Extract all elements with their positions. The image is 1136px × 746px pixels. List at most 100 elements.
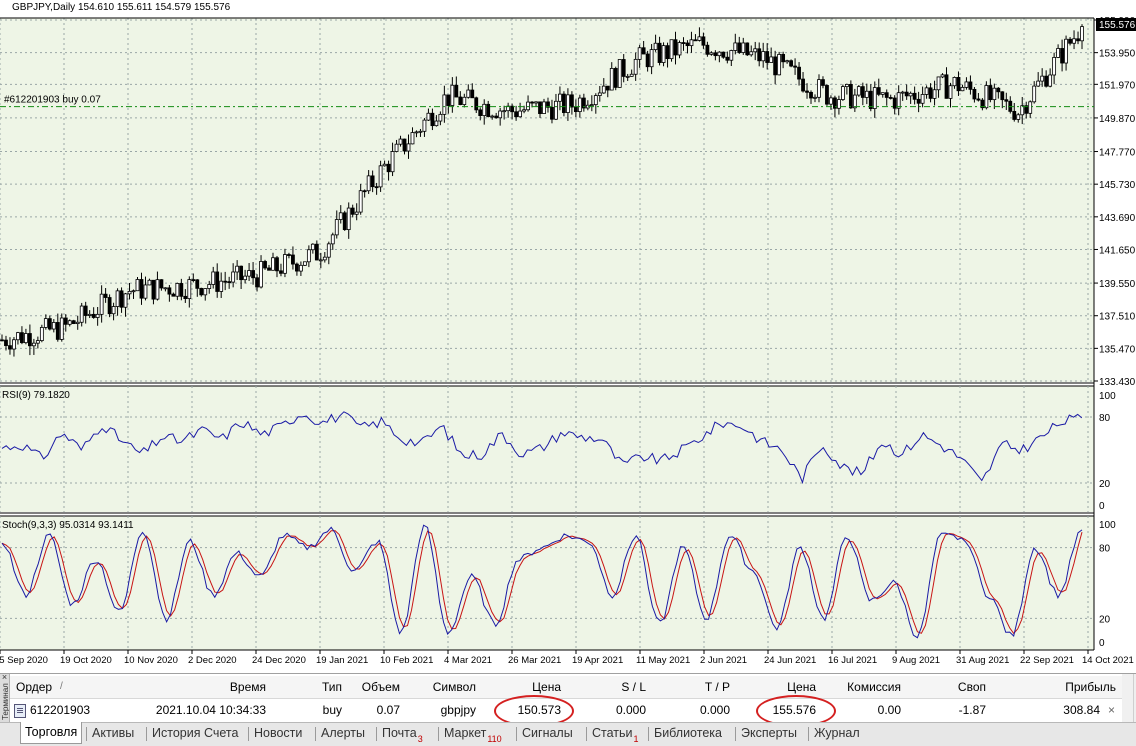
col-swap[interactable]: Своп: [957, 680, 986, 694]
candle-body: [1000, 91, 1005, 101]
date-tick-label: 11 May 2021: [636, 655, 690, 666]
rsi-indicator: [0, 386, 1094, 512]
col-volume[interactable]: Объем: [361, 680, 400, 694]
chart-canvas[interactable]: #612201903 buy 0.07 GBPJPY,Daily 154.610…: [0, 0, 1136, 673]
candle-body: [295, 263, 299, 272]
chart-window[interactable]: #612201903 buy 0.07 GBPJPY,Daily 154.610…: [0, 0, 1136, 673]
candle-body: [430, 112, 435, 127]
candle-body: [47, 318, 52, 330]
candle-body: [223, 280, 228, 283]
candle-body: [741, 42, 746, 53]
tab-7[interactable]: Маркет110: [440, 723, 506, 744]
tab-8[interactable]: Сигналы: [518, 723, 577, 744]
col-profit[interactable]: Прибыль: [1065, 680, 1116, 694]
candle-body: [71, 320, 76, 324]
tab-10[interactable]: Библиотека: [650, 723, 726, 744]
col-price-current[interactable]: Цена: [787, 680, 816, 694]
close-order-icon[interactable]: ×: [1108, 703, 1116, 717]
candle-body: [8, 345, 12, 350]
cell-tp: 0.000: [699, 703, 730, 717]
candle-body: [239, 265, 244, 281]
tab-separator: [86, 727, 87, 741]
candle-body: [641, 47, 646, 55]
tab-3[interactable]: История Счета: [148, 723, 242, 744]
tab-9[interactable]: Статьи1: [588, 723, 643, 744]
candle-body: [1048, 74, 1053, 87]
candle-body: [781, 54, 786, 63]
price-tick-label: 145.730: [1099, 180, 1136, 191]
candle-body: [1068, 38, 1072, 44]
candle-body: [852, 94, 857, 109]
candle-body: [928, 87, 933, 99]
vertical-scrollbar[interactable]: ▲ ▼: [1133, 674, 1136, 722]
candle-body: [924, 87, 929, 95]
col-commission[interactable]: Комиссия: [847, 680, 901, 694]
cell-sl: 0.000: [615, 703, 646, 717]
date-axis: 25 Sep 2020 19 Oct 2020 10 Nov 2020 2 Dec 2…: [0, 650, 1134, 666]
candle-body: [326, 243, 331, 258]
cell-symbol: gbpjpy: [440, 703, 476, 717]
stoch-tick-label: 0: [1099, 638, 1105, 649]
candle-body: [362, 190, 367, 193]
candle-body: [769, 56, 774, 63]
terminal-panel: × Терминал Ордер / Время Тип Объем Симво…: [0, 673, 1136, 746]
candle-body: [833, 97, 837, 109]
candle-body: [434, 120, 439, 127]
table-row[interactable]: 612201903 2021.10.04 10:34:33 buy 0.07 g…: [10, 695, 1122, 727]
candle-body: [860, 86, 865, 98]
candle-body: [390, 151, 395, 173]
candle-body: [562, 93, 566, 113]
candle-body: [378, 165, 383, 188]
candle-body: [438, 113, 443, 122]
col-order[interactable]: Ордер: [16, 680, 53, 694]
terminal-side-bar[interactable]: × Терминал: [0, 674, 10, 722]
candle-body: [777, 54, 782, 76]
candle-body: [1028, 101, 1033, 114]
col-price[interactable]: Цена: [532, 680, 561, 694]
col-sl[interactable]: S / L: [621, 680, 646, 694]
tab-12[interactable]: Журнал: [810, 723, 864, 744]
chart-title: GBPJPY,Daily 154.610 155.611 154.579 155…: [12, 2, 231, 13]
price-tick-label: 137.510: [1099, 312, 1136, 323]
candle-body: [283, 254, 287, 274]
tab-1[interactable]: Торговля: [20, 722, 83, 744]
candle-body: [681, 42, 686, 44]
candle-body: [737, 42, 742, 53]
candle-body: [506, 105, 511, 112]
tab-5[interactable]: Алерты: [317, 723, 369, 744]
candle-body: [498, 110, 503, 119]
cell-order: 612201903: [30, 703, 91, 717]
candle-body: [948, 85, 953, 99]
stoch-background: [0, 516, 1094, 650]
candle-body: [952, 77, 957, 87]
tab-6[interactable]: Почта3: [378, 723, 427, 744]
tab-11[interactable]: Эксперты: [737, 723, 801, 744]
cell-type: buy: [322, 703, 342, 717]
candle-body: [386, 163, 391, 173]
cell-price-current: 155.576: [772, 703, 816, 717]
candle-body: [219, 280, 224, 292]
rsi-tick-label: 100: [1099, 391, 1116, 402]
candle-body: [1052, 57, 1057, 76]
candle-body: [83, 305, 88, 316]
candle-body: [470, 89, 475, 99]
price-tick-label: 139.550: [1099, 279, 1136, 290]
candle-body: [721, 51, 726, 58]
candle-body: [1064, 38, 1068, 64]
tab-2[interactable]: Активы: [88, 723, 138, 744]
tab-4[interactable]: Новости: [250, 723, 306, 744]
candle-body: [107, 297, 112, 315]
candle-body: [450, 84, 455, 106]
col-type[interactable]: Тип: [321, 680, 342, 694]
candle-body: [956, 77, 961, 92]
candle-body: [354, 211, 359, 215]
col-tp[interactable]: T / P: [704, 680, 730, 694]
col-symbol[interactable]: Символ: [432, 680, 476, 694]
tab-label: Торговля: [25, 725, 78, 739]
col-time[interactable]: Время: [229, 680, 266, 694]
close-icon[interactable]: ×: [1, 674, 8, 682]
trade-table: Ордер / Время Тип Объем Символ Цена S / …: [10, 674, 1136, 727]
candle-body: [685, 42, 690, 47]
tab-label: Эксперты: [741, 726, 797, 740]
candle-body: [394, 143, 399, 152]
